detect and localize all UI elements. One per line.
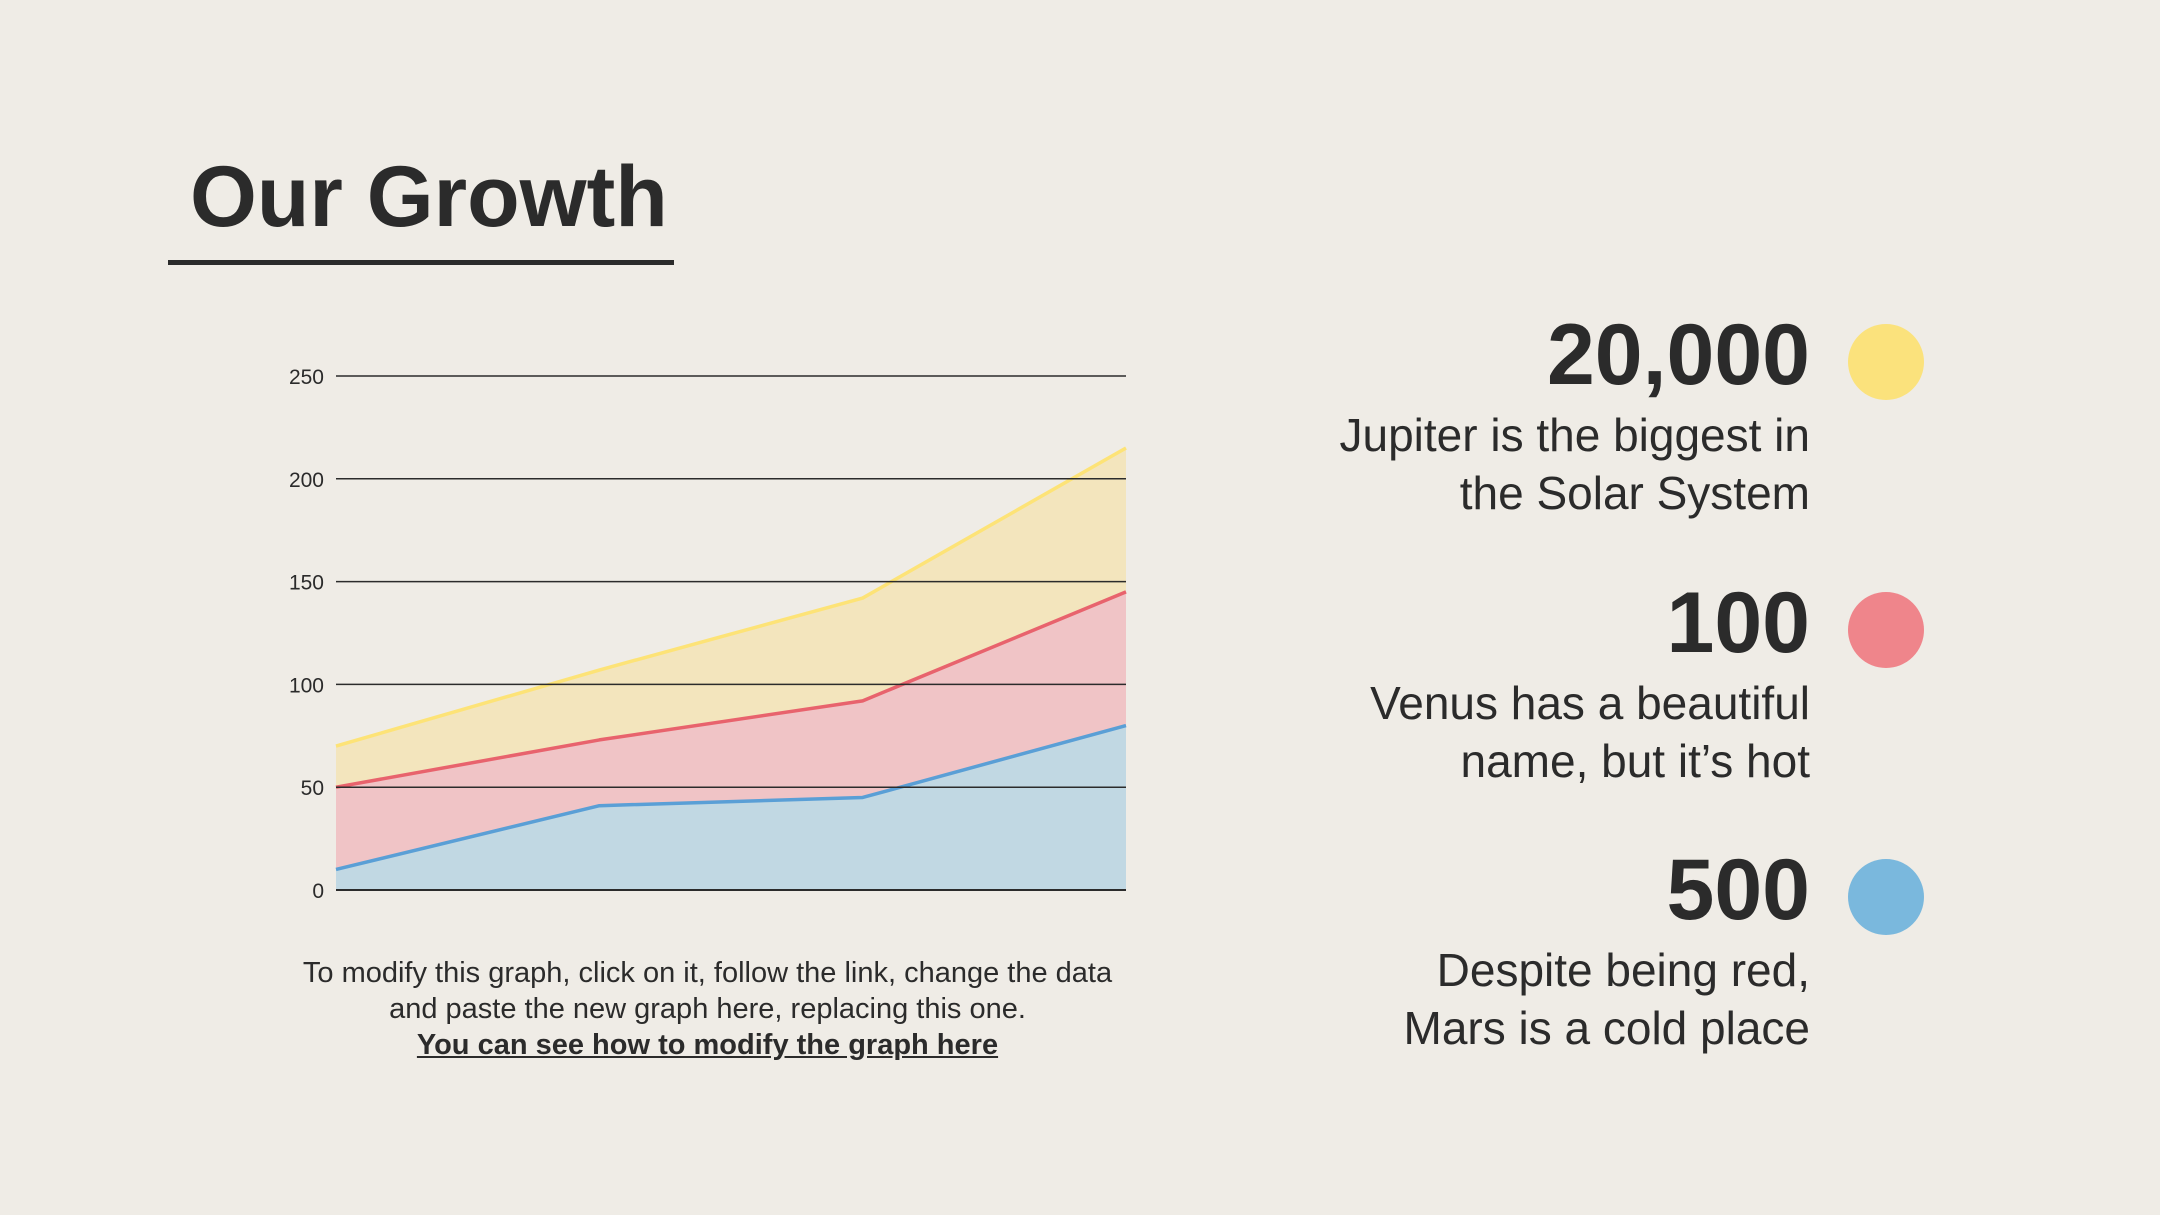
note-line-1: To modify this graph, click on it, follo…	[302, 957, 1113, 989]
slide-title: Our Growth	[190, 149, 668, 245]
stat-value: 20,000	[1546, 307, 1810, 403]
modify-graph-link[interactable]: You can see how to modify the graph here	[416, 1029, 999, 1061]
yellow-dot-icon	[1848, 324, 1924, 400]
y-tick-label-50: 50	[301, 777, 324, 800]
series-1-line	[335, 590, 1127, 789]
stat-description: Venus has a beautiful name, but it’s hot	[1110, 674, 1810, 790]
grid-layer	[336, 375, 1126, 891]
stat-mars: 500 Despite being red, Mars is a cold pl…	[1110, 842, 1811, 1057]
stat-desc-line-1: Venus has a beautiful	[1370, 677, 1810, 729]
y-tick-label-150: 150	[289, 572, 324, 595]
stat-description: Despite being red, Mars is a cold place	[1110, 941, 1811, 1057]
chart-note: To modify this graph, click on it, follo…	[270, 955, 1145, 1063]
stat-desc-line-2: name, but it’s hot	[1460, 735, 1810, 787]
stat-desc-line-2: the Solar System	[1459, 467, 1810, 519]
series-layer	[335, 446, 1127, 890]
stat-venus: 100 Venus has a beautiful name, but it’s…	[1110, 580, 1810, 790]
stat-value: 100	[1666, 575, 1811, 671]
series-0-area	[336, 725, 1126, 890]
y-tick-label-250: 250	[289, 366, 324, 389]
y-tick-label-200: 200	[289, 469, 324, 492]
stat-desc-line-2: Mars is a cold place	[1403, 1002, 1811, 1054]
tick-layer: 0 50 100 150 200 250	[289, 366, 324, 903]
stat-value: 500	[1666, 842, 1811, 938]
stat-desc-line-1: Despite being red,	[1436, 944, 1810, 996]
series-0-line	[335, 723, 1127, 872]
y-tick-label-0: 0	[312, 880, 324, 903]
note-line-2: and paste the new graph here, replacing …	[389, 993, 1026, 1025]
stat-description: Jupiter is the biggest in the Solar Syst…	[1110, 406, 1811, 522]
area-chart[interactable]: 0 50 100 150 200 250	[270, 350, 1150, 910]
y-tick-label-100: 100	[289, 674, 324, 697]
stat-desc-line-1: Jupiter is the biggest in	[1339, 409, 1811, 461]
blue-dot-icon	[1848, 859, 1924, 935]
series-2-line	[335, 446, 1127, 748]
title-underline	[168, 260, 674, 265]
stat-jupiter: 20,000 Jupiter is the biggest in the Sol…	[1110, 307, 1811, 522]
red-dot-icon	[1848, 592, 1924, 668]
